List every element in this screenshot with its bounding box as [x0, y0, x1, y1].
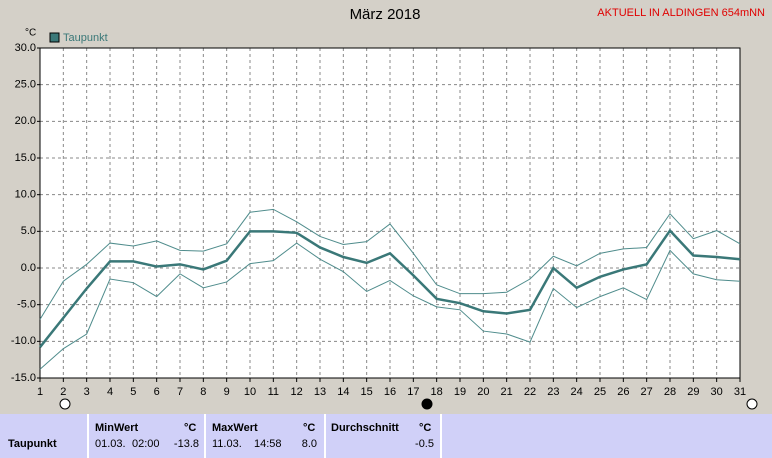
y-tick-label: 0.0: [21, 262, 36, 274]
x-tick-label: 27: [641, 386, 653, 398]
moon-icon: [59, 398, 71, 410]
x-tick-label: 6: [154, 386, 160, 398]
x-tick-label: 1: [37, 386, 43, 398]
x-tick-label: 31: [734, 386, 746, 398]
x-tick-label: 24: [571, 386, 583, 398]
header: °C: [303, 422, 316, 434]
y-tick-label: 5.0: [21, 225, 36, 237]
x-tick-label: 5: [130, 386, 136, 398]
x-tick-label: 28: [664, 386, 676, 398]
separator: [324, 414, 326, 458]
stats-table: MinWert °C MaxWert °C Durchschnitt °C Ta…: [0, 414, 772, 458]
cell: 01.03.: [95, 438, 126, 450]
x-tick-label: 12: [291, 386, 303, 398]
row-label: Taupunkt: [8, 438, 57, 450]
header: MinWert: [95, 422, 139, 434]
y-tick-label: 25.0: [15, 79, 36, 91]
x-tick-label: 9: [224, 386, 230, 398]
x-tick-label: 29: [687, 386, 699, 398]
separator: [87, 414, 89, 458]
x-tick-label: 20: [477, 386, 489, 398]
y-tick-label: -10.0: [11, 335, 36, 347]
x-tick-label: 8: [200, 386, 206, 398]
cell: -0.5: [415, 438, 434, 450]
x-tick-label: 3: [84, 386, 90, 398]
x-tick-label: 10: [244, 386, 256, 398]
header: Durchschnitt: [331, 422, 399, 434]
x-tick-label: 11: [268, 386, 279, 398]
max-line: [39, 208, 741, 320]
x-tick-label: 25: [594, 386, 606, 398]
header: °C: [184, 422, 197, 434]
y-tick-label: 20.0: [15, 115, 36, 127]
x-tick-label: 22: [524, 386, 536, 398]
moon-icon: [746, 398, 758, 410]
moon-icon: [421, 398, 433, 410]
cell: 02:00: [132, 438, 160, 450]
x-tick-label: 26: [617, 386, 629, 398]
x-tick-label: 13: [314, 386, 326, 398]
y-tick-label: -15.0: [11, 372, 36, 384]
min-line: [39, 242, 741, 370]
chart: März 2018 AKTUELL IN ALDINGEN 654mNN °C …: [11, 6, 765, 410]
x-tick-label: 7: [177, 386, 183, 398]
separator: [204, 414, 206, 458]
y-tick-label: 30.0: [15, 42, 36, 54]
legend-swatch: [49, 32, 60, 43]
x-tick-label: 17: [407, 386, 419, 398]
x-tick-label: 23: [547, 386, 559, 398]
annotation: AKTUELL IN ALDINGEN 654mNN: [597, 7, 765, 19]
chart-title: März 2018: [350, 6, 421, 23]
y-tick-label: 15.0: [15, 152, 36, 164]
x-tick-label: 14: [337, 386, 349, 398]
x-tick-label: 2: [60, 386, 66, 398]
x-tick-label: 30: [711, 386, 723, 398]
separator: [440, 414, 442, 458]
cell: 11.03.: [212, 438, 242, 450]
y-tick-label: -5.0: [17, 299, 36, 311]
x-tick-label: 21: [501, 386, 513, 398]
x-tick-label: 18: [431, 386, 443, 398]
x-tick-label: 19: [454, 386, 466, 398]
y-axis-label: °C: [25, 28, 36, 39]
y-tick-label: 10.0: [15, 189, 36, 201]
cell: -13.8: [173, 438, 199, 450]
plot-frame: [39, 47, 741, 379]
x-tick-label: 16: [384, 386, 396, 398]
cell: 8.0: [301, 438, 317, 450]
cell: 14:58: [254, 438, 282, 450]
series-line: [39, 228, 741, 348]
x-tick-label: 15: [361, 386, 373, 398]
legend-label: Taupunkt: [63, 32, 108, 44]
header: °C: [419, 422, 432, 434]
header: MaxWert: [212, 422, 258, 434]
x-tick-label: 4: [107, 386, 113, 398]
